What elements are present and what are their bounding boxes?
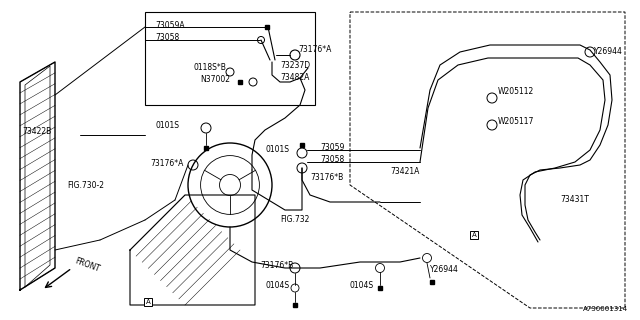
- Text: W205112: W205112: [498, 87, 534, 97]
- Bar: [293, 303, 297, 307]
- Text: 73421A: 73421A: [390, 167, 419, 177]
- Text: 0101S: 0101S: [265, 146, 289, 155]
- Text: A: A: [472, 232, 476, 238]
- Text: 73058: 73058: [320, 156, 344, 164]
- Text: 0118S*B: 0118S*B: [193, 63, 226, 73]
- Text: FIG.732: FIG.732: [280, 215, 309, 225]
- Text: 73176*A: 73176*A: [150, 158, 184, 167]
- Text: A730001314: A730001314: [583, 306, 628, 312]
- Text: Y26944: Y26944: [430, 266, 459, 275]
- Text: Y26944: Y26944: [594, 47, 623, 57]
- Text: 73422B: 73422B: [23, 127, 52, 137]
- Bar: [378, 286, 381, 290]
- Text: N37002: N37002: [200, 76, 230, 84]
- Text: 0101S: 0101S: [155, 121, 179, 130]
- Text: 0104S: 0104S: [265, 281, 289, 290]
- Text: 73058: 73058: [155, 34, 179, 43]
- Text: 73431T: 73431T: [560, 196, 589, 204]
- Polygon shape: [20, 62, 55, 290]
- Text: 73482A: 73482A: [280, 74, 309, 83]
- Text: FIG.730-2: FIG.730-2: [67, 180, 104, 189]
- Text: 0104S: 0104S: [350, 281, 374, 290]
- Bar: [238, 80, 242, 84]
- Text: FRONT: FRONT: [74, 256, 102, 274]
- Text: W205117: W205117: [498, 117, 534, 126]
- Text: A: A: [146, 299, 150, 305]
- Polygon shape: [130, 195, 255, 305]
- Text: 73176*A: 73176*A: [298, 45, 332, 54]
- Bar: [430, 280, 434, 284]
- Bar: [145, 12, 315, 105]
- Bar: [265, 25, 269, 29]
- Text: 73059A: 73059A: [155, 20, 184, 29]
- Text: 73176*B: 73176*B: [310, 173, 343, 182]
- Text: 73176*B: 73176*B: [260, 260, 293, 269]
- Bar: [204, 146, 208, 150]
- Text: 73237D: 73237D: [280, 61, 310, 70]
- Text: 73059: 73059: [320, 142, 344, 151]
- Bar: [300, 143, 304, 147]
